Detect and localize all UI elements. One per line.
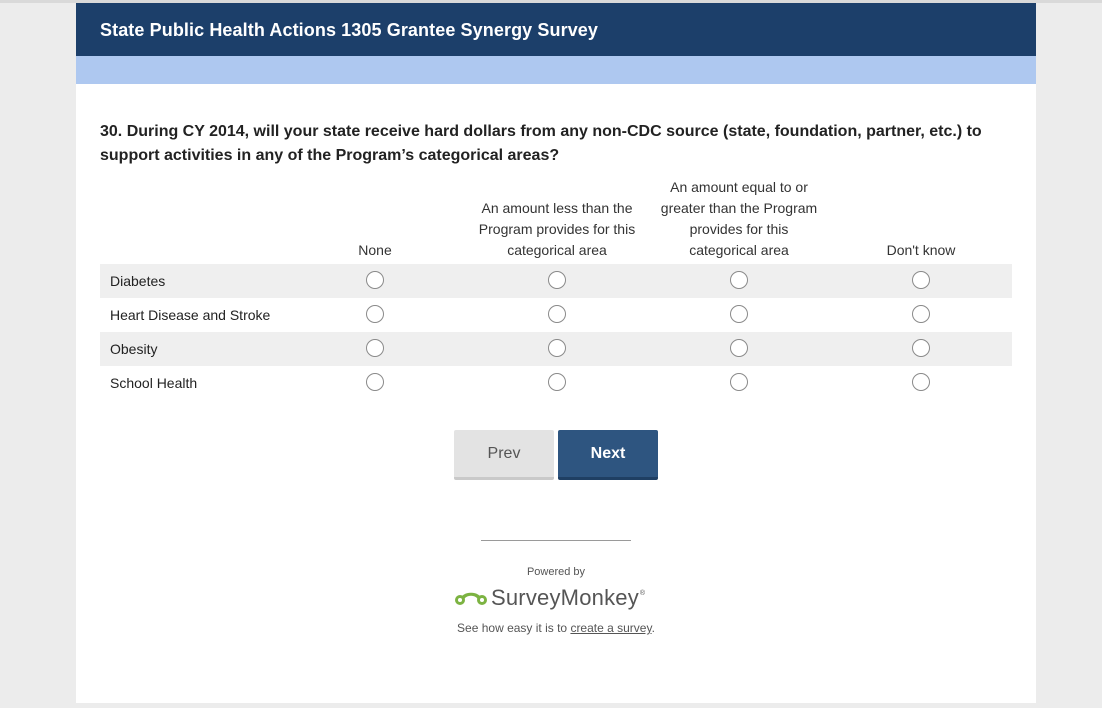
row-label: School Health — [110, 375, 198, 391]
powered-by-text: Powered by — [526, 566, 586, 578]
brand-name: SurveyMonkey — [491, 585, 639, 610]
matrix-row-heart-disease-stroke: Heart Disease and Stroke — [100, 298, 1012, 332]
row-label: Heart Disease and Stroke — [110, 307, 271, 323]
see-how-prefix: See how easy it is to — [457, 621, 571, 635]
radio-none[interactable] — [366, 339, 384, 357]
radio-dont-know[interactable] — [912, 271, 930, 289]
surveymonkey-logo[interactable]: SurveyMonkey ® — [454, 583, 664, 613]
question-text: 30. During CY 2014, will your state rece… — [100, 123, 982, 164]
radio-equal-or-greater[interactable] — [730, 373, 748, 391]
radio-less[interactable] — [548, 373, 566, 391]
row-label: Diabetes — [110, 273, 166, 289]
create-survey-link[interactable]: create a survey — [570, 621, 652, 635]
radio-less[interactable] — [548, 339, 566, 357]
column-header-none: None — [358, 242, 392, 258]
see-how-text: See how easy it is to create a survey. — [76, 621, 1036, 635]
radio-dont-know[interactable] — [912, 305, 930, 323]
row-label: Obesity — [110, 341, 158, 357]
see-how-suffix: . — [651, 621, 655, 635]
matrix-row-school-health: School Health — [100, 366, 1012, 400]
radio-equal-or-greater[interactable] — [730, 305, 748, 323]
radio-equal-or-greater[interactable] — [730, 271, 748, 289]
column-header-dont-know: Don't know — [886, 242, 956, 258]
browser-top-edge — [0, 0, 1102, 3]
brand-registered-mark: ® — [639, 589, 646, 597]
column-header-equal-or-greater: An amount equal to or greater than the P… — [660, 179, 818, 258]
radio-none[interactable] — [366, 271, 384, 289]
surveymonkey-logo-icon — [455, 592, 487, 605]
radio-less[interactable] — [548, 271, 566, 289]
radio-none[interactable] — [366, 373, 384, 391]
progress-subbar — [76, 56, 1036, 84]
radio-dont-know[interactable] — [912, 339, 930, 357]
radio-none[interactable] — [366, 305, 384, 323]
radio-equal-or-greater[interactable] — [730, 339, 748, 357]
footer-divider — [481, 540, 631, 541]
survey-header: State Public Health Actions 1305 Grantee… — [76, 3, 1036, 56]
survey-title: State Public Health Actions 1305 Grantee… — [100, 20, 599, 40]
survey-page: State Public Health Actions 1305 Grantee… — [76, 3, 1036, 703]
radio-less[interactable] — [548, 305, 566, 323]
matrix-row-obesity: Obesity — [100, 332, 1012, 366]
column-header-less: An amount less than the Program provides… — [478, 200, 636, 258]
prev-button[interactable]: Prev — [454, 430, 554, 480]
matrix-row-diabetes: Diabetes — [100, 264, 1012, 298]
next-button[interactable]: Next — [558, 430, 658, 480]
radio-dont-know[interactable] — [912, 373, 930, 391]
